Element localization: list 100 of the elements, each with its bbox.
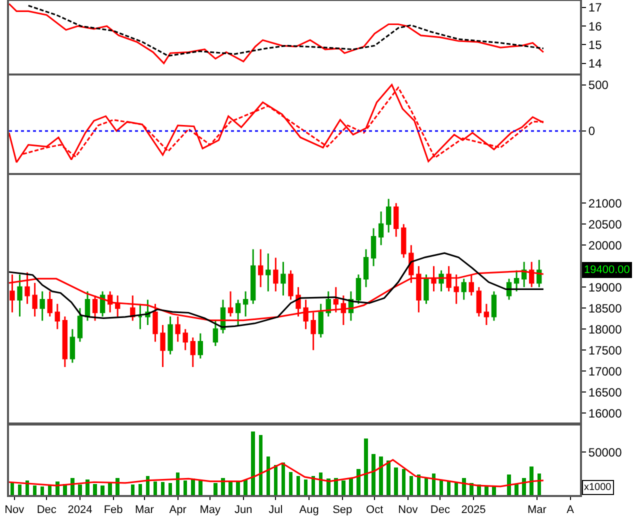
candlestick: [190, 336, 196, 368]
bar: [198, 480, 202, 495]
bar: [334, 478, 338, 495]
y-tick-label: 17500: [588, 343, 622, 358]
bar: [160, 482, 165, 495]
candlestick: [17, 274, 22, 318]
candlestick: [235, 298, 241, 326]
candlestick: [363, 248, 369, 288]
line-series: [9, 252, 544, 328]
candlestick: [54, 303, 60, 330]
candlestick: [250, 248, 256, 305]
bar: [70, 478, 74, 495]
bar: [507, 474, 511, 495]
bar: [258, 434, 263, 495]
y-tick-label: 14: [588, 56, 602, 71]
candlestick: [32, 282, 38, 318]
bar: [10, 482, 14, 495]
candlestick: [394, 202, 399, 238]
y-tick-label: 21000: [588, 196, 622, 210]
bar: [78, 484, 82, 495]
x-tick-label: Dec: [430, 504, 450, 516]
candlestick: [461, 278, 466, 300]
candlestick: [521, 261, 527, 288]
bar: [372, 454, 376, 495]
candlestick: [536, 259, 542, 288]
candlestick: [228, 290, 234, 318]
candlestick: [242, 290, 248, 318]
candlestick: [212, 320, 218, 347]
bar: [183, 480, 188, 495]
line-series: [9, 2, 544, 64]
bar: [379, 456, 383, 495]
y-tick-label: 0: [588, 124, 596, 138]
x-tick-label: Nov: [398, 504, 418, 516]
x-tick-label: A: [566, 504, 575, 516]
candlestick: [273, 256, 278, 292]
bar: [214, 482, 218, 495]
bar: [402, 469, 406, 495]
candlestick: [70, 328, 76, 364]
candlestick: [198, 332, 203, 360]
bar: [349, 478, 353, 495]
bar: [514, 484, 518, 495]
text: 19400.00: [584, 264, 630, 276]
x-tick-label: Apr: [169, 504, 187, 516]
bar: [296, 476, 300, 495]
x-tick-label: Nov: [4, 504, 25, 516]
candlestick: [280, 261, 286, 296]
y-tick-label: 20500: [588, 217, 622, 232]
candlestick: [138, 303, 143, 330]
candlestick: [296, 286, 301, 318]
bar: [168, 482, 172, 495]
bar: [462, 478, 466, 495]
x-tick-label: Dec: [36, 504, 57, 516]
x-tick-label: Feb: [104, 504, 123, 516]
x-tick-label: 2025: [461, 504, 486, 516]
bar: [386, 460, 390, 495]
bar: [251, 431, 255, 495]
candlestick: [77, 307, 83, 343]
y-tick-label: 18500: [588, 301, 622, 316]
bar: [138, 484, 142, 495]
text: x1000: [584, 482, 612, 493]
bar: [153, 481, 158, 495]
line-series: [28, 4, 544, 57]
bar: [244, 480, 248, 495]
candlestick: [40, 290, 45, 322]
y-tick-label: 16500: [588, 385, 622, 400]
y-tick-label: 50000: [588, 445, 622, 460]
y-tick-label: 20000: [588, 238, 622, 252]
bar: [530, 466, 534, 495]
candlestick: [115, 294, 120, 318]
x-tick-label: Jul: [268, 504, 283, 516]
x-tick-label: May: [200, 504, 221, 516]
candlestick: [326, 290, 331, 318]
candlestick: [356, 274, 362, 305]
y-tick-label: 500: [588, 78, 609, 92]
candlestick: [107, 290, 113, 314]
x-tick-label: Jun: [234, 504, 252, 516]
bar: [342, 480, 346, 495]
y-tick-label: 17: [588, 0, 602, 15]
candlestick: [468, 274, 474, 296]
x-tick-label: Aug: [299, 504, 319, 516]
bar: [40, 486, 44, 495]
x-tick-label: Mar: [135, 504, 154, 516]
candlestick: [378, 210, 384, 246]
candlestick: [454, 274, 459, 305]
x-tick-label: Mar: [528, 504, 547, 516]
x-tick-label: Sep: [332, 504, 352, 516]
bar: [32, 486, 37, 495]
bar: [484, 486, 488, 495]
candlestick: [318, 303, 324, 338]
candlestick: [258, 248, 264, 288]
candlestick: [484, 303, 490, 326]
bar: [288, 472, 293, 495]
x-tick-label: 2024: [68, 504, 92, 516]
bar: [130, 484, 135, 495]
y-tick-label: 16: [588, 19, 602, 34]
bar: [394, 468, 398, 495]
bar: [93, 484, 97, 495]
candlestick: [476, 286, 482, 318]
bar: [356, 469, 360, 495]
bar: [409, 476, 414, 495]
